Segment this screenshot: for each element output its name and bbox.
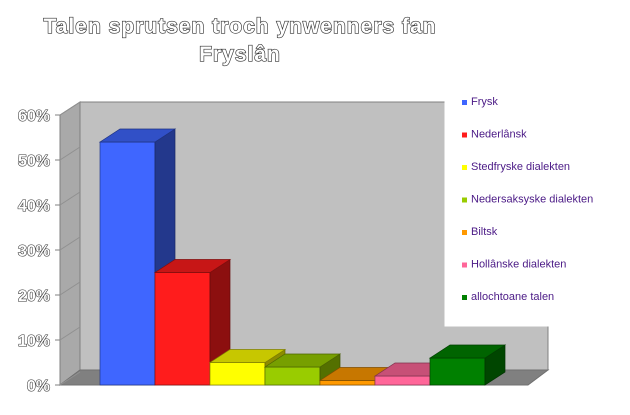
legend-swatch: [462, 262, 467, 268]
legend-item: Stedfryske dialekten: [462, 161, 570, 173]
legend-label: allochtoane talen: [471, 291, 554, 303]
bar-top-face: [263, 353, 342, 368]
legend-item: Nedersaksyske dialekten: [462, 194, 593, 206]
legend-label: Nederlânsk: [471, 129, 527, 141]
legend-swatch: [462, 132, 467, 138]
chart-title: Talen sprutsen troch ynwenners fan Frysl…: [43, 14, 436, 66]
bar-7: [428, 344, 507, 386]
legend-label: Biltsk: [471, 226, 498, 238]
legend-label: Nedersaksyske dialekten: [471, 194, 593, 206]
bars: [98, 128, 507, 386]
chart-title-line-2: Fryslân: [199, 43, 281, 66]
y-tick-connector: [59, 371, 81, 386]
y-tick-label: 10%: [18, 333, 50, 350]
bar-front-face: [319, 380, 376, 386]
legend-label: Frysk: [471, 96, 498, 108]
bar-top-face: [208, 349, 287, 363]
bar-top-face: [153, 259, 232, 273]
y-tick-connector: [59, 146, 81, 161]
legend-item: allochtoane talen: [462, 291, 554, 303]
bar-front-face: [429, 357, 486, 386]
y-tick-label: 30%: [18, 243, 50, 260]
legend-item: Frysk: [462, 96, 498, 108]
chart-title-line-1: Talen sprutsen troch ynwenners fan: [43, 15, 436, 38]
legend-swatch: [462, 230, 467, 235]
y-tick-connector: [59, 236, 81, 251]
y-tick-connector: [59, 281, 81, 296]
y-tick-label: 0%: [27, 378, 50, 395]
y-tick-label: 20%: [18, 288, 50, 305]
legend-label: Stedfryske dialekten: [471, 161, 570, 173]
legend: Frysk Nederlânsk Stedfryske dialekten Neder…: [444, 87, 596, 327]
y-tick-label: 60%: [18, 108, 50, 125]
bar-front-face: [154, 272, 211, 386]
legend-swatch: [462, 165, 467, 170]
legend-label: Hollânske dialekten: [471, 259, 566, 271]
bar-front-face: [374, 375, 431, 386]
y-tick-label: 50%: [18, 153, 50, 170]
y-tick-connector: [59, 101, 81, 116]
legend-items: Frysk Nederlânsk Stedfryske dialekten Neder…: [462, 96, 593, 303]
bar-front-face: [99, 141, 156, 386]
legend-item: Nederlânsk: [462, 129, 527, 141]
y-tick-connector: [59, 326, 81, 341]
bar-top-face: [98, 128, 177, 143]
bar-front-face: [209, 362, 266, 386]
legend-swatch: [462, 197, 467, 203]
bar-top-face: [428, 344, 507, 359]
y-tick-connector: [59, 191, 81, 206]
y-axis: 0% 10% 20% 30% 40% 50% 60%: [17, 101, 81, 396]
legend-box: [444, 87, 596, 327]
legend-item: Hollânske dialekten: [462, 259, 566, 271]
legend-swatch: [462, 100, 467, 105]
bar-front-face: [264, 366, 321, 386]
legend-item: Biltsk: [462, 226, 498, 238]
y-tick-label: 40%: [18, 198, 50, 215]
legend-swatch: [462, 295, 467, 300]
